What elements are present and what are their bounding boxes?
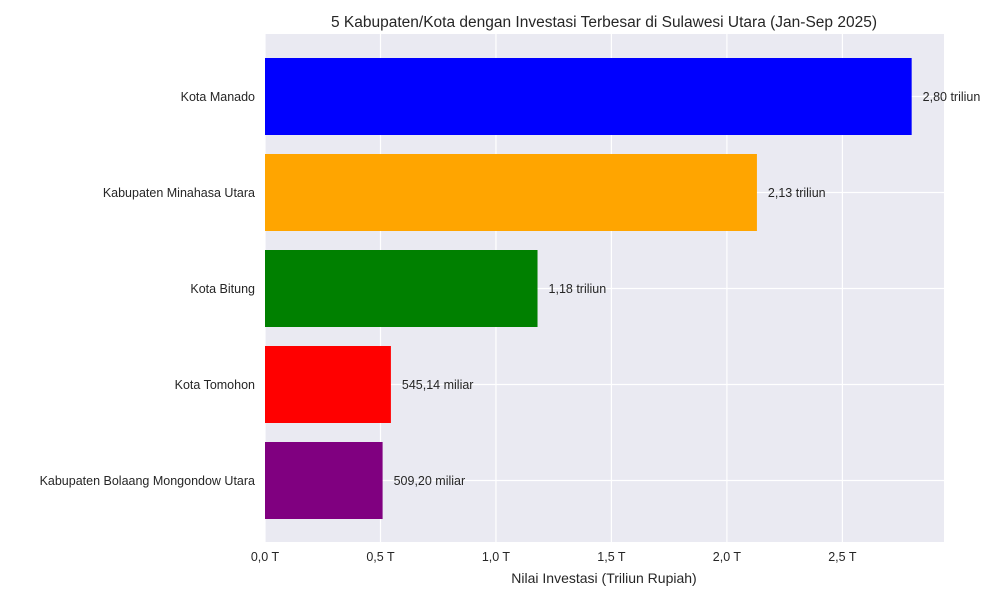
data-label: 2,80 triliun [923, 90, 981, 104]
bar [265, 154, 757, 231]
x-tick-label: 2,0 T [713, 550, 742, 564]
bar [265, 250, 538, 327]
data-labels: 2,80 triliun 2,13 triliun 1,18 triliun 545,… [394, 90, 981, 488]
x-tick-label: 0,5 T [366, 550, 395, 564]
category-label: Kabupaten Minahasa Utara [103, 186, 255, 200]
x-axis-label: Nilai Investasi (Triliun Rupiah) [511, 570, 696, 586]
x-tick-labels: 0,0 T 0,5 T 1,0 T 1,5 T 2,0 T 2,5 T [251, 550, 857, 564]
y-tick-labels: Kota Manado Kabupaten Minahasa Utara Kota … [40, 90, 255, 488]
category-label: Kota Tomohon [175, 378, 255, 392]
x-tick-label: 0,0 T [251, 550, 280, 564]
x-tick-label: 1,5 T [597, 550, 626, 564]
x-tick-label: 2,5 T [828, 550, 857, 564]
data-label: 545,14 miliar [402, 378, 474, 392]
bar [265, 346, 391, 423]
x-tick-label: 1,0 T [482, 550, 511, 564]
category-label: Kota Manado [181, 90, 255, 104]
data-label: 1,18 triliun [549, 282, 607, 296]
category-label: Kota Bitung [190, 282, 255, 296]
bar [265, 442, 383, 519]
data-label: 509,20 miliar [394, 474, 466, 488]
bars [265, 58, 912, 519]
chart-title: 5 Kabupaten/Kota dengan Investasi Terbes… [331, 14, 877, 31]
data-label: 2,13 triliun [768, 186, 826, 200]
category-label: Kabupaten Bolaang Mongondow Utara [40, 474, 255, 488]
bar [265, 58, 912, 135]
